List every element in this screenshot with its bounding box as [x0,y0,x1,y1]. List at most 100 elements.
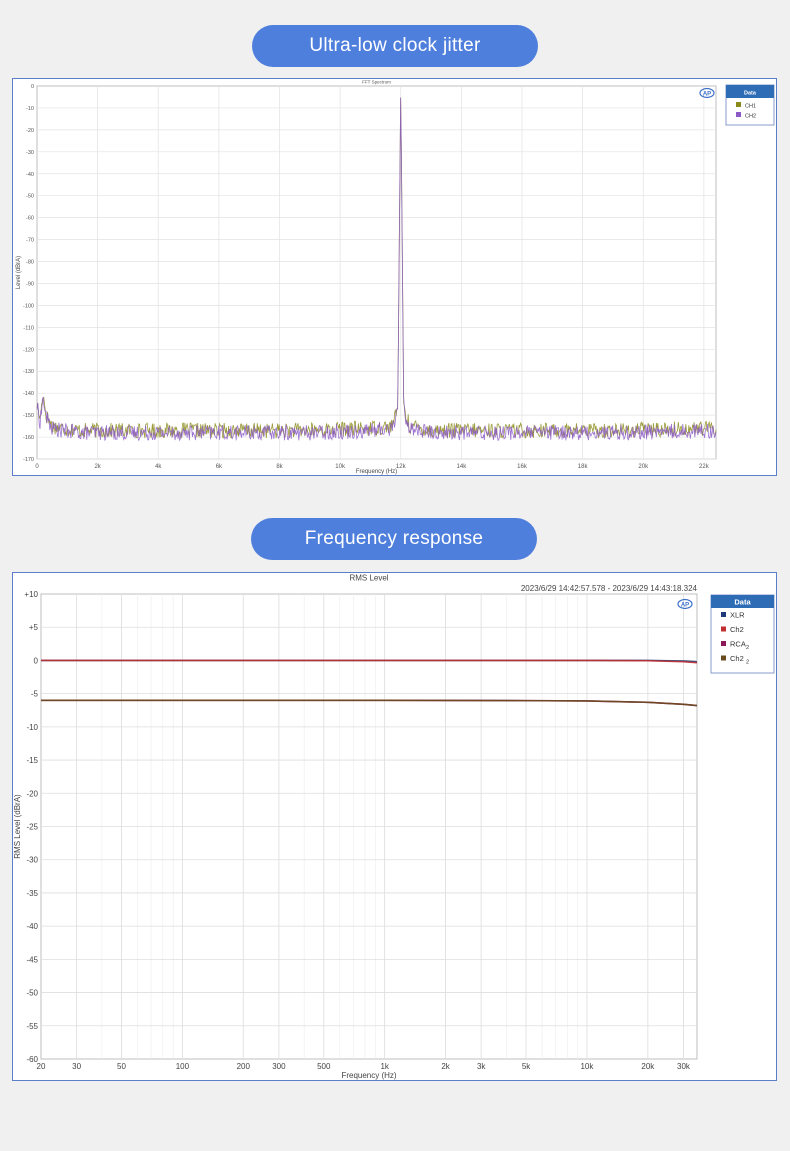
x-tick-label: 20k [641,1062,655,1071]
legend-swatch-1 [721,626,726,632]
x-tick-label: 0 [35,464,39,470]
y-tick-label: -160 [23,435,34,441]
x-tick-label: 500 [317,1062,331,1071]
x-tick-label: 300 [272,1062,286,1071]
y-tick-label: -60 [26,216,34,222]
x-tick-label: 50 [117,1062,126,1071]
legend-header [726,85,774,98]
legend-entry-sub-3: 2 [746,660,749,666]
ap-logo-glyph: AP [681,603,689,609]
y-tick-label: -25 [26,823,38,832]
x-tick-label: 30k [677,1062,691,1071]
gridlines [37,86,716,460]
y-tick-label: -55 [26,1022,38,1031]
x-tick-label: 2k [441,1062,450,1071]
y-tick-label: -20 [26,789,38,798]
ap-logo-ring [677,598,693,610]
y-tick-label: -50 [26,989,38,998]
y-tick-label: -20 [26,128,34,134]
legend-swatch-0 [721,612,726,617]
legend-swatch-3 [721,655,726,661]
fft-spectrum-panel: 0 2k 4k 6k 8k 10k 12k 14k 16k 18k 20k 22k 0 -10 -20 -30… [12,78,777,476]
x-tick-label: 1k [380,1062,389,1071]
section-heading-jitter: Ultra-low clock jitter [252,25,538,67]
y-tick-label: -45 [26,955,38,964]
legend-title: Data [744,91,757,97]
x-tick-label: 20 [37,1062,46,1071]
x-tick-label: 2k [94,464,101,470]
y-tick-label: 0 [34,656,39,665]
x-tick-label: 20k [638,464,649,470]
series-line-ch2 [36,97,717,442]
chart-title: FFT Spectrum [362,80,391,85]
y-tick-label: +5 [29,623,39,632]
y-tick-label: -110 [23,325,34,331]
x-tick-label: 4k [155,464,162,470]
legend-entry-2: RCA [730,640,746,649]
legend-entry-1: Ch2 [730,625,744,634]
legend-entry-0: XLR [730,611,745,620]
ap-logo-icon: AP [677,598,693,610]
frequency-response-panel: 20 30 50 100 200 300 500 1k 2k 3k 5k 10k 20k 30k +10 +5… [12,572,777,1081]
x-axis-label: Frequency (Hz) [341,1071,396,1080]
x-tick-label: 12k [396,464,407,470]
legend-title: Data [734,598,751,607]
x-tick-label: 10k [335,464,346,470]
y-tick-label: -120 [23,347,34,353]
x-tick-label: 3k [477,1062,486,1071]
x-tick-label: 22k [699,464,710,470]
legend-entry-3: Ch2 [730,654,744,663]
y-tick-label: -140 [23,391,34,397]
y-tick-label: -40 [26,172,34,178]
y-tick-label: -150 [23,413,34,419]
y-tick-label: -40 [26,922,38,931]
y-tick-label: +10 [24,590,38,599]
legend-swatch-1 [736,112,741,117]
legend-entry-1: CH2 [745,114,756,120]
series-line-ch1 [36,97,717,439]
y-tick-label: -10 [26,723,38,732]
y-tick-label: -35 [26,889,38,898]
legend-entry-sub-2: 2 [746,645,749,651]
x-axis-label: Frequency (Hz) [356,469,397,475]
x-tick-label: 14k [457,464,468,470]
y-tick-label: -15 [26,756,38,765]
ap-logo-ring [699,87,715,99]
y-tick-label: -170 [23,457,34,463]
y-tick-label: -50 [26,194,34,200]
ap-logo-icon: AP [699,87,715,99]
y-axis-label: RMS Level (dBrA) [13,794,22,859]
legend-entry-0: CH1 [745,104,756,110]
y-tick-label: 0 [31,84,34,90]
y-tick-label: -30 [26,856,38,865]
y-tick-label: -70 [26,238,34,244]
y-tick-label: -60 [26,1055,38,1064]
legend-swatch-0 [736,102,741,107]
x-tick-label: 6k [216,464,223,470]
x-tick-label: 8k [276,464,283,470]
series-line-ch2-2 [41,699,698,707]
y-tick-label: -80 [26,260,34,266]
legend-header [711,595,774,608]
x-tick-label: 16k [517,464,528,470]
x-tick-label: 200 [237,1062,251,1071]
y-axis-label: Level (dBrA) [16,256,22,289]
y-tick-label: -100 [23,303,34,309]
x-tick-label: 10k [580,1062,594,1071]
y-tick-label: -5 [31,690,39,699]
chart-timestamp: 2023/6/29 14:42:57.578 - 2023/6/29 14:43… [521,584,698,593]
section-heading-frequency: Frequency response [251,518,537,560]
x-tick-label: 5k [522,1062,531,1071]
x-tick-label: 30 [72,1062,81,1071]
series-line-ch2 [41,659,698,664]
x-tick-label: 18k [578,464,589,470]
y-tick-label: -130 [23,369,34,375]
x-tick-label: 100 [176,1062,190,1071]
legend: Data CH1 CH2 [725,84,775,126]
ap-logo-glyph: AP [703,92,711,98]
plot-area [36,85,717,460]
y-tick-label: -30 [26,150,34,156]
fft-spectrum-chart: 0 2k 4k 6k 8k 10k 12k 14k 16k 18k 20k 22k 0 -10 -20 -30… [16,80,775,475]
legend-swatch-2 [721,641,726,646]
